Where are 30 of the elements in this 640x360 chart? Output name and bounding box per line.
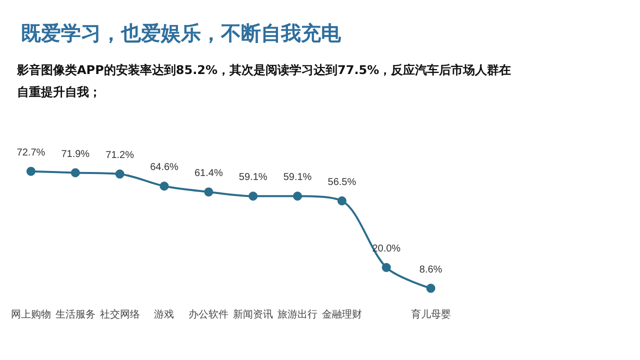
data-label: 8.6% [419,264,442,276]
point [160,182,169,191]
x-tick-label: 旅游出行 [278,308,318,320]
point [26,166,36,176]
point [248,192,258,201]
point [70,168,80,178]
data-label: 56.5% [328,176,356,188]
x-tick-label: 游戏 [154,308,174,320]
x-tick-label: 育儿母婴 [410,308,451,320]
x-tick-label: 新闻资讯 [233,308,274,320]
data-label: 59.1% [238,172,268,184]
x-tick-label: 金融理财 [322,308,362,320]
point [337,196,346,206]
chart-subtitle: 影音图像类APP的安装率达到85.2%，其次是阅读学习达到77.5%，反应汽车后市场人群在自重提升自我； [16,63,512,99]
point [426,284,436,293]
data-label: 61.4% [194,168,223,179]
point [115,170,124,179]
point [293,192,302,201]
point [204,187,214,196]
data-label: 64.6% [150,162,179,174]
data-label: 72.7% [16,147,46,158]
chart-title: 既爱学习，也爱娱乐，不断自我充电 [21,21,342,45]
point [382,263,391,272]
x-tick-label: 网上购物 [10,308,51,320]
x-tick-label: 办公软件 [188,308,229,320]
data-label: 59.1% [283,172,312,184]
x-tick-label: 社交网络 [100,308,140,320]
data-label: 71.9% [61,148,90,160]
data-label: 71.2% [106,150,134,162]
x-tick-label: 生活服务 [55,308,96,320]
